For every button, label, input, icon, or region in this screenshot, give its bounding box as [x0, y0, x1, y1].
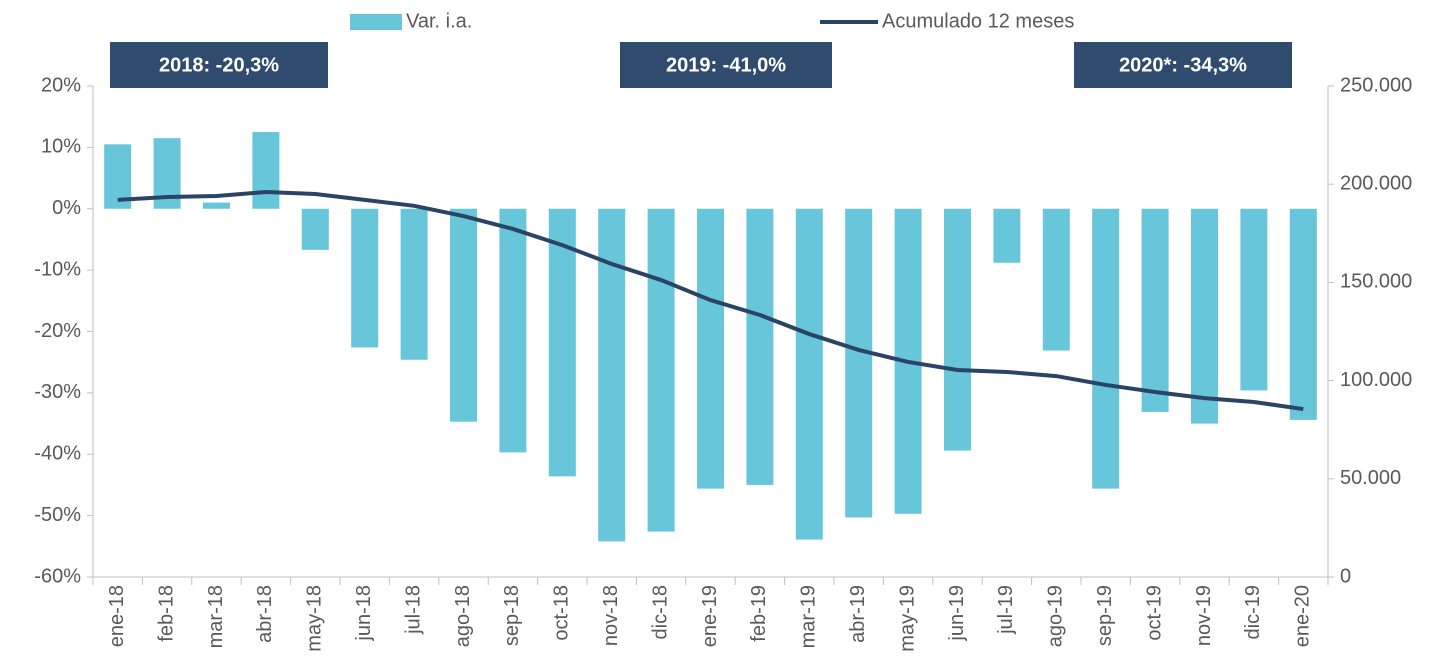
bar: [351, 208, 379, 348]
y-tick-label: -10%: [34, 258, 81, 280]
y-tick-label: -20%: [34, 320, 81, 342]
x-tick-label: abr-18: [254, 585, 276, 643]
y2-tick-label: 0: [1340, 565, 1351, 587]
y2-tick-label: 250.000: [1340, 74, 1412, 96]
y-tick-label: -60%: [34, 565, 81, 587]
y-tick-label: -30%: [34, 381, 81, 403]
x-tick-label: sep-19: [1094, 585, 1116, 646]
bar: [301, 208, 329, 250]
x-tick-label: jul-19: [995, 585, 1017, 635]
x-tick-label: oct-18: [551, 585, 573, 641]
x-tick-label: oct-19: [1143, 585, 1165, 641]
x-tick-label: nov-18: [600, 585, 622, 646]
bar: [1092, 208, 1120, 489]
x-tick-label: ene-18: [106, 585, 128, 647]
x-tick-label: nov-19: [1193, 585, 1215, 646]
bar: [746, 208, 774, 485]
bar: [499, 208, 527, 453]
x-tick-label: ago-18: [452, 585, 474, 647]
bar: [450, 208, 477, 422]
x-tick-label: sep-18: [501, 585, 523, 646]
bar: [944, 208, 971, 451]
bar: [400, 208, 428, 360]
bar: [697, 208, 724, 489]
bar: [252, 132, 280, 209]
y2-tick-label: 50.000: [1340, 467, 1401, 489]
x-tick-label: feb-18: [155, 585, 177, 642]
bar: [845, 208, 873, 518]
annotation-box: [1074, 42, 1292, 88]
x-tick-label: jun-18: [353, 585, 375, 642]
line: [117, 190, 1304, 412]
annotation-box: [620, 42, 832, 88]
x-tick-label: jul-18: [402, 585, 424, 635]
annotation-box: [110, 42, 328, 88]
bar: [993, 208, 1021, 263]
legend-swatch: [350, 14, 402, 30]
x-tick-label: dic-18: [649, 585, 671, 639]
x-tick-label: jun-19: [946, 585, 968, 642]
x-tick-label: ene-19: [699, 585, 721, 647]
bar: [647, 208, 675, 532]
x-tick-label: dic-19: [1242, 585, 1264, 639]
legend-label: Acumulado 12 meses: [882, 10, 1074, 32]
y-tick-label: -50%: [34, 504, 81, 526]
x-tick-label: mar-18: [205, 585, 227, 648]
y-tick-label: 10%: [41, 136, 81, 158]
y-tick-label: 0%: [52, 197, 81, 219]
legend-label: Var. i.a.: [406, 10, 472, 32]
bar: [548, 208, 576, 477]
x-tick-label: may-19: [896, 585, 918, 652]
bar: [203, 202, 230, 209]
annotation: 2019: -41,0%: [666, 54, 786, 76]
y-tick-label: 20%: [41, 74, 81, 96]
bar: [795, 208, 823, 540]
y2-tick-label: 100.000: [1340, 369, 1412, 391]
y-tick-label: -40%: [34, 443, 81, 465]
bar: [1141, 208, 1169, 412]
x-tick-label: feb-19: [748, 585, 770, 642]
annotation: 2020*: -34,3%: [1119, 54, 1247, 76]
bar: [1191, 208, 1218, 424]
y2-tick-label: 200.000: [1340, 172, 1412, 194]
x-tick-label: mar-19: [798, 585, 820, 648]
x-tick-label: may-18: [304, 585, 326, 652]
bar: [1289, 208, 1317, 420]
annotation: 2018: -20,3%: [159, 54, 279, 76]
y2-tick-label: 150.000: [1340, 271, 1412, 293]
bar: [1240, 208, 1268, 391]
x-tick-label: ago-19: [1045, 585, 1067, 647]
bar: [1042, 208, 1070, 351]
x-tick-label: abr-19: [847, 585, 869, 643]
x-tick-label: ene-20: [1292, 585, 1314, 647]
